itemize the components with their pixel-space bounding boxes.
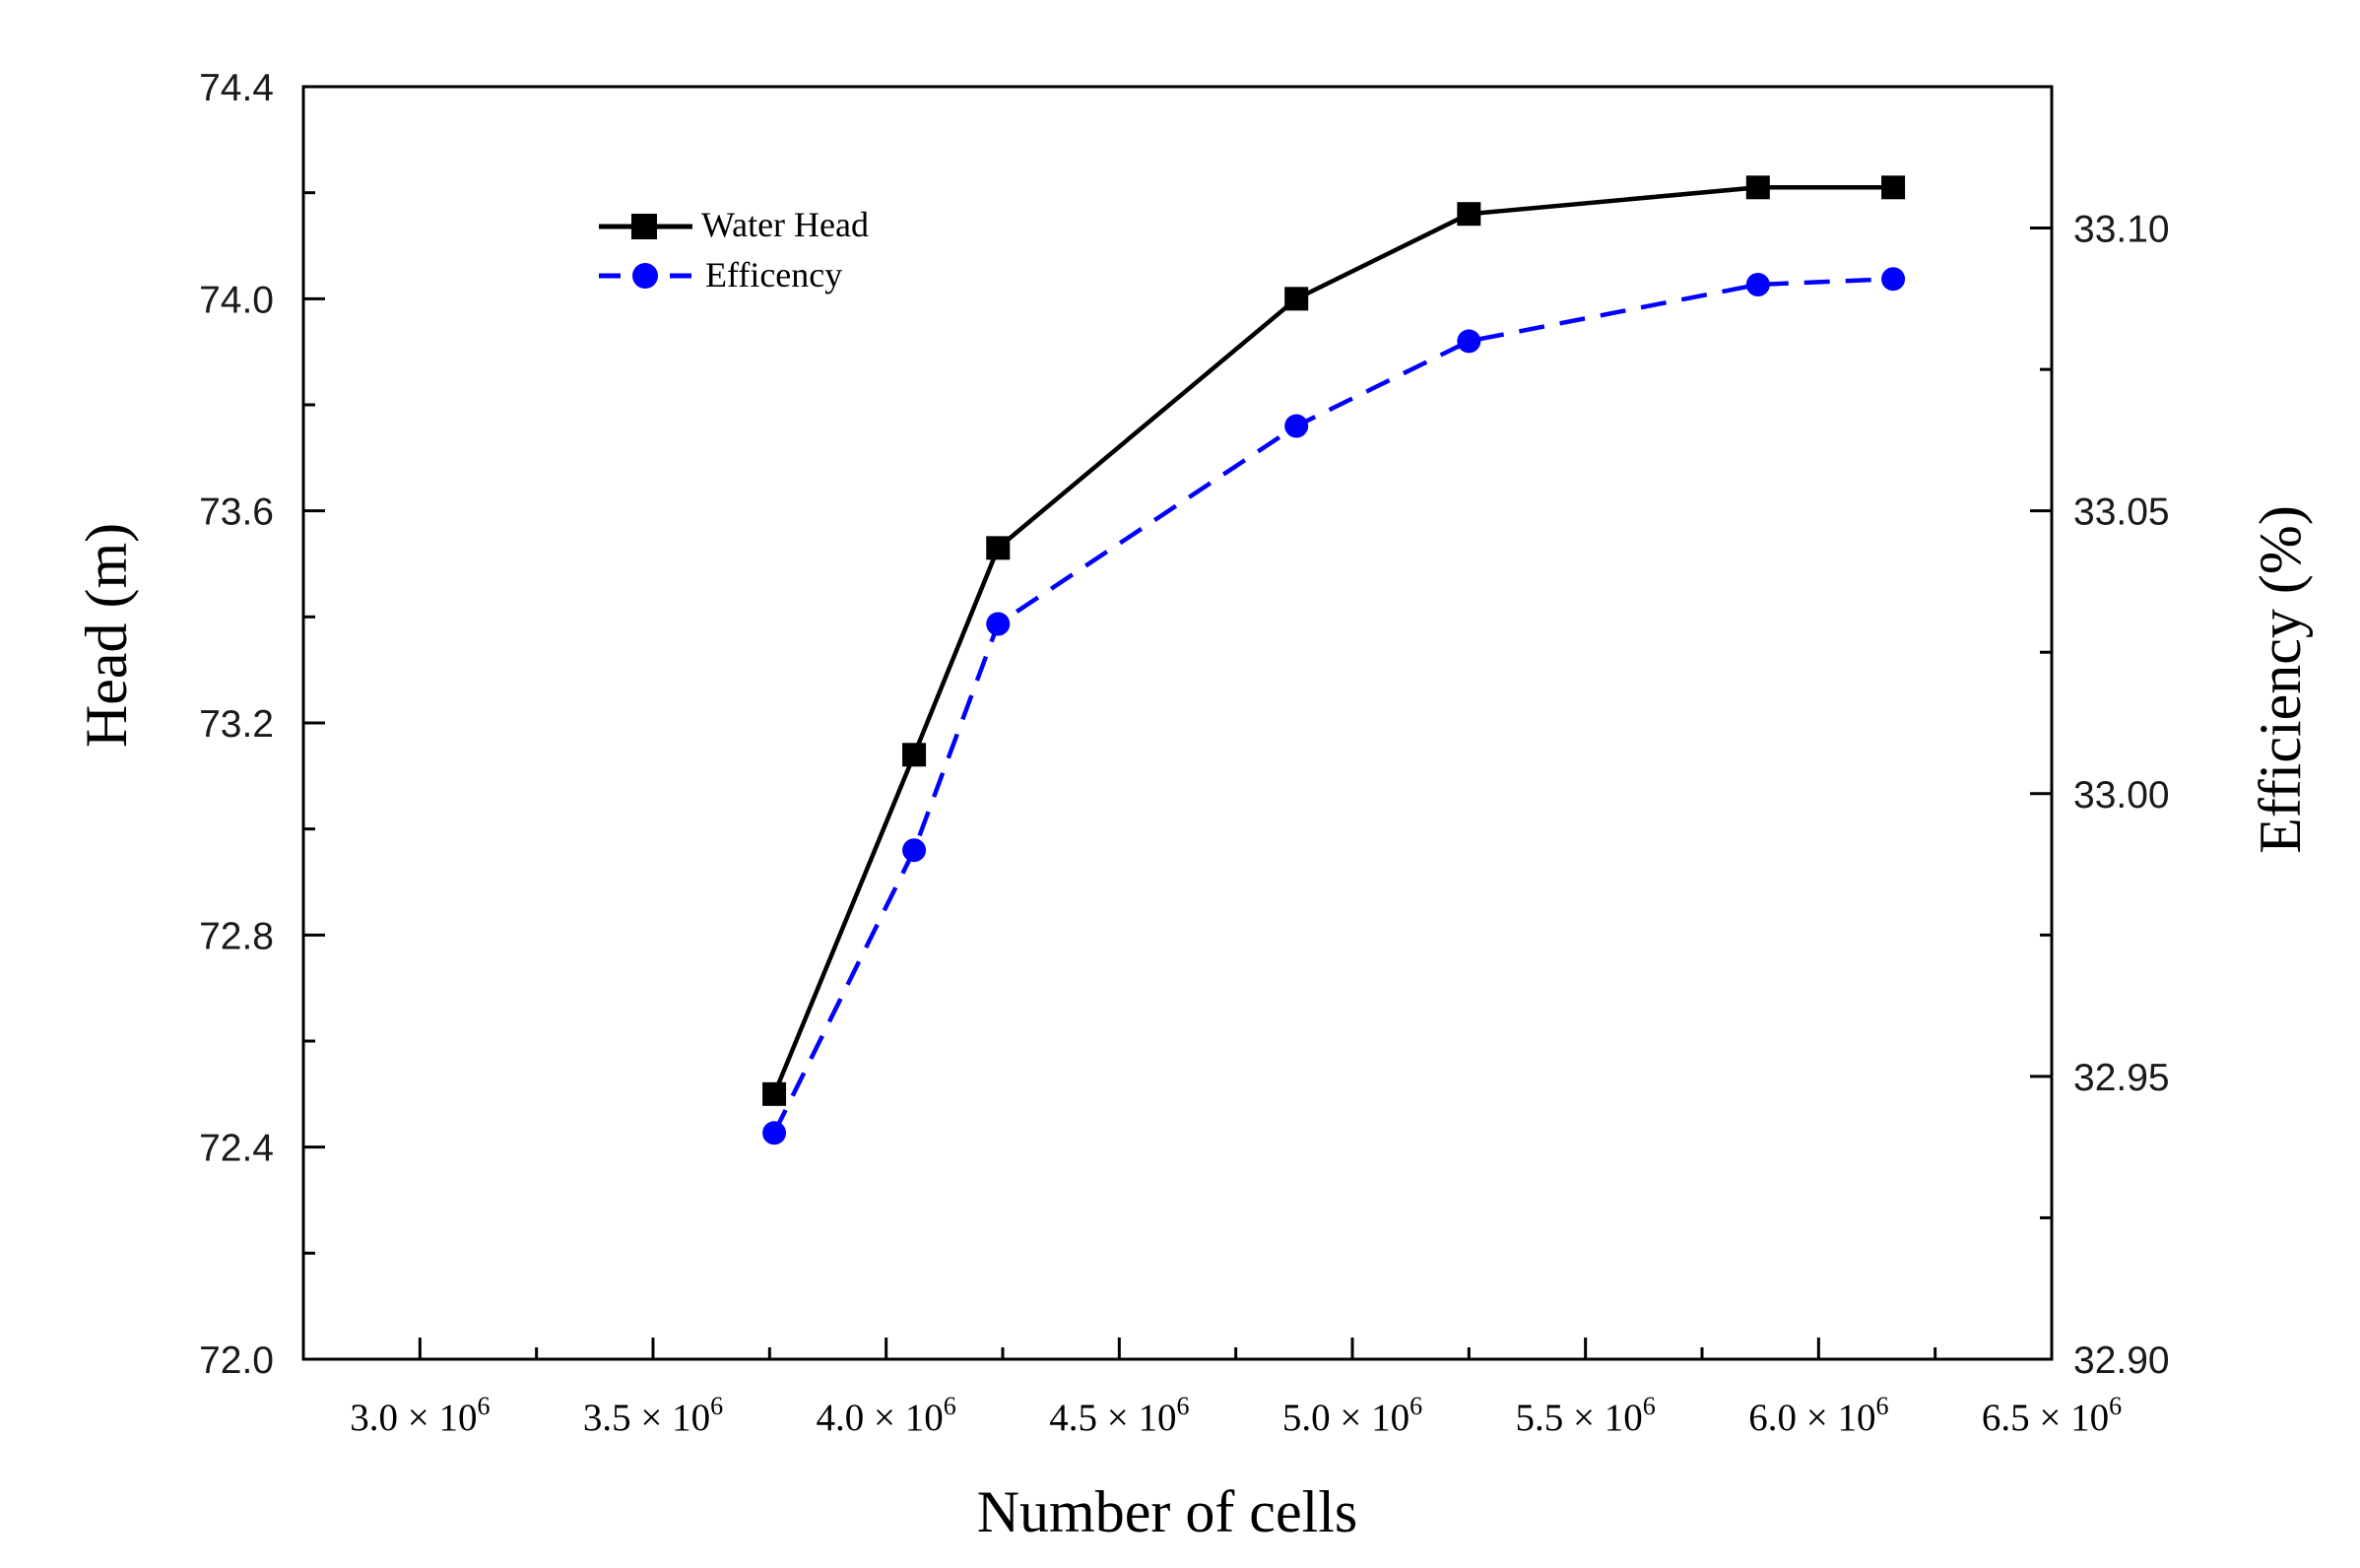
x-tick-label-exponent: 6 [1643,1392,1656,1420]
data-point-efficency [1457,329,1481,354]
x-tick-label: 6.0 × 106 [1748,1392,1888,1439]
legend: Water Head Efficency [599,205,869,294]
x-tick-label: 5.0 × 106 [1282,1392,1422,1439]
right-y-tick-label: 33.10 [2073,209,2170,251]
data-point-efficency [1881,267,1906,292]
x-tick-label-base: 5.5 × 10 [1516,1397,1643,1439]
legend-efficiency-label: Efficency [705,255,842,294]
data-point-water-head [902,743,927,767]
x-tick-label-base: 3.0 × 10 [350,1397,477,1439]
x-tick-label-base: 4.0 × 10 [817,1397,944,1439]
x-tick-label: 4.0 × 106 [817,1392,956,1439]
x-tick-label-base: 4.5 × 10 [1049,1397,1176,1439]
series-markers [762,175,1906,1145]
x-tick-label-exponent: 6 [1409,1392,1422,1420]
x-tick-label: 5.5 × 106 [1516,1392,1656,1439]
x-tick-label-exponent: 6 [944,1392,956,1420]
data-point-water-head [762,1081,787,1106]
x-tick-label-exponent: 6 [477,1392,490,1420]
x-tick-label-exponent: 6 [710,1392,723,1420]
data-point-water-head [986,536,1011,560]
left-y-axis-title: Head (m) [74,523,139,748]
right-y-tick-label: 32.90 [2073,1339,2170,1382]
data-point-efficency [986,612,1011,636]
data-point-water-head [1881,175,1906,200]
legend-efficiency-marker [632,263,658,289]
x-tick-label: 3.0 × 106 [350,1392,490,1439]
right-y-tick-label: 33.00 [2073,774,2170,817]
data-point-efficency [1284,414,1309,438]
left-y-tick-label: 72.4 [199,1128,274,1170]
right-y-tick-label: 33.05 [2073,491,2170,534]
left-y-tick-label: 73.2 [199,703,274,746]
legend-water-head-marker [631,214,657,239]
x-tick-label-exponent: 6 [2109,1392,2122,1420]
data-point-water-head [1745,175,1770,200]
x-tick-label-exponent: 6 [1875,1392,1888,1420]
x-tick-label-base: 3.5 × 10 [583,1397,710,1439]
left-y-tick-label: 74.0 [199,279,274,321]
x-tick-label: 6.5 × 106 [1982,1392,2122,1439]
data-point-efficency [1745,272,1770,296]
left-y-tick-label: 74.4 [199,67,274,109]
right-y-axis-title: Efficiency (%) [2248,505,2313,854]
x-tick-label: 4.5 × 106 [1049,1392,1189,1439]
x-tick-label-base: 6.5 × 10 [1982,1397,2109,1439]
left-y-tick-label: 72.0 [199,1339,274,1382]
x-tick-label: 3.5 × 106 [583,1392,723,1439]
axis-ticks: 3.0 × 106 3.5 × 106 4.0 × 106 4.5 × 106 5.0 … [199,67,2170,1439]
right-y-tick-label: 32.95 [2073,1057,2170,1099]
x-tick-label-base: 5.0 × 10 [1282,1397,1409,1439]
data-point-water-head [1457,202,1481,227]
data-point-efficency [762,1121,787,1145]
x-axis-title: Number of cells [977,1479,1358,1544]
left-y-tick-label: 72.8 [199,915,274,957]
x-tick-label-base: 6.0 × 10 [1748,1397,1875,1439]
data-point-water-head [1284,287,1309,311]
x-tick-label-exponent: 6 [1176,1392,1189,1420]
legend-water-head-label: Water Head [701,205,869,244]
data-point-efficency [902,838,927,863]
left-y-tick-label: 73.6 [199,491,274,534]
